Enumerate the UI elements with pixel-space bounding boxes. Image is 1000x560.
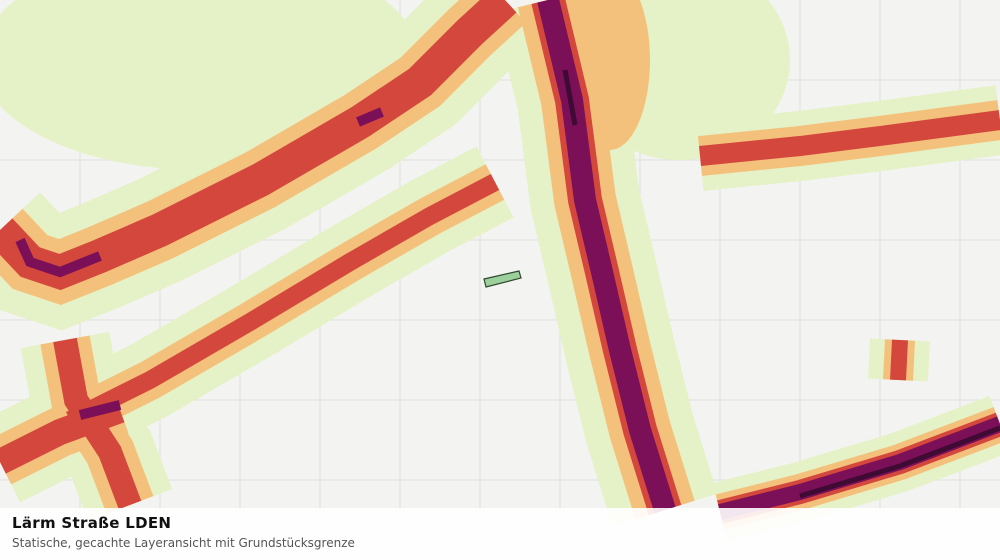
legend-footer: Lärm Straße LDEN Statische, gecachte Lay… xyxy=(0,508,1000,560)
parcel-boundary xyxy=(483,270,522,288)
noise-band xyxy=(799,425,1000,499)
noise-band xyxy=(356,107,384,127)
noise-zone-extreme xyxy=(562,69,1000,499)
noise-band xyxy=(898,340,900,380)
map-subtitle: Statische, gecachte Layeransicht mit Gru… xyxy=(12,536,355,550)
noise-zone-very-high xyxy=(15,0,1000,512)
noise-band xyxy=(562,69,578,126)
noise-band xyxy=(15,237,102,278)
noise-band xyxy=(78,400,122,420)
map-title: Lärm Straße LDEN xyxy=(12,514,172,532)
